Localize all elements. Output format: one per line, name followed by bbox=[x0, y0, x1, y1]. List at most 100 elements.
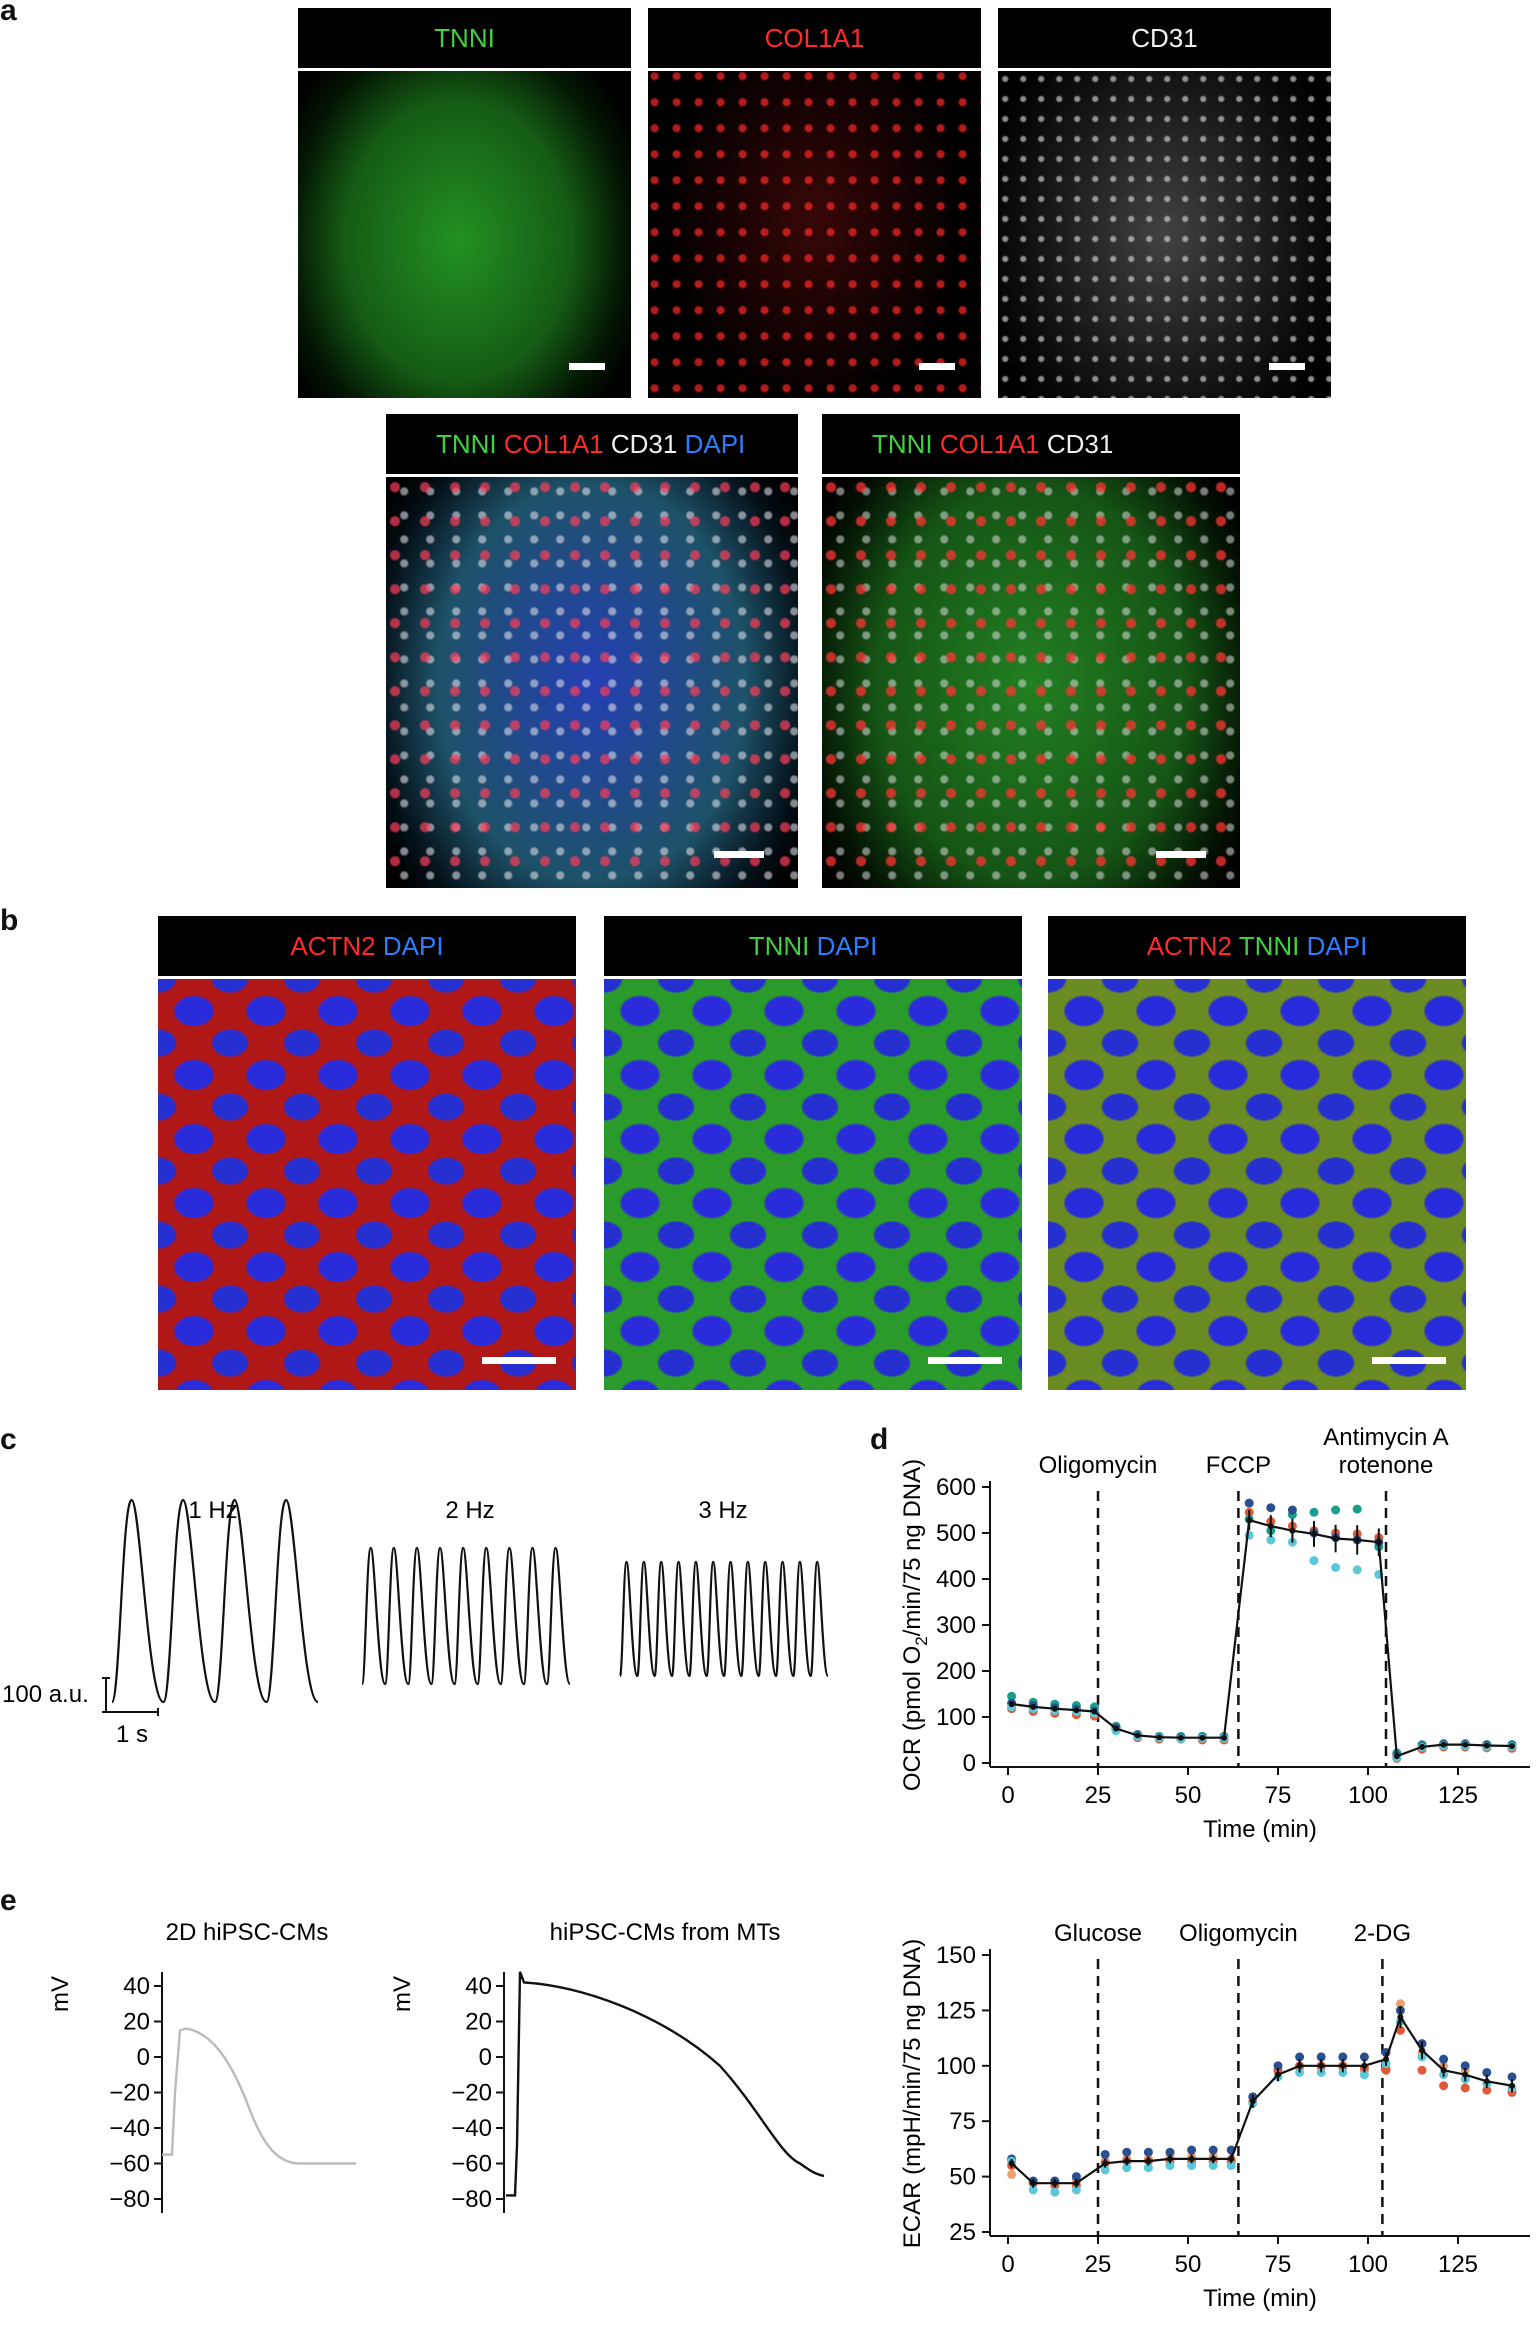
mean-point bbox=[1051, 1705, 1058, 1712]
micrograph-merged-dapi: TNNI COL1A1 CD31 DAPI bbox=[386, 414, 798, 888]
trace-1hz bbox=[110, 1498, 320, 1704]
micrograph-image bbox=[998, 71, 1331, 398]
data-point bbox=[1359, 2052, 1369, 2062]
scale-bar bbox=[1269, 363, 1305, 370]
y-tick-label: −20 bbox=[109, 2080, 150, 2107]
data-point bbox=[1309, 1556, 1319, 1566]
mean-point bbox=[1289, 1527, 1296, 1534]
mean-point bbox=[1332, 1535, 1339, 1542]
mean-point bbox=[1440, 2067, 1447, 2074]
data-point bbox=[1395, 2025, 1405, 2035]
panel-e-traces: 2D hiPSC-CMs hiPSC-CMs from MTs 40 20 0 −20… bbox=[47, 1919, 825, 2213]
x-axis-label: Time (min) bbox=[1203, 2285, 1317, 2312]
micrograph-header: TNNI COL1A1 CD31 DAPI bbox=[386, 414, 798, 477]
data-point bbox=[1359, 2070, 1369, 2080]
mean-point bbox=[1383, 2056, 1389, 2063]
data-point bbox=[1316, 2052, 1326, 2062]
injection-label: rotenone bbox=[1339, 1452, 1434, 1479]
x-tick-label: 100 bbox=[1348, 2251, 1388, 2278]
data-point bbox=[1208, 2161, 1218, 2171]
ap-title-mt: hiPSC-CMs from MTs bbox=[550, 1919, 781, 1946]
mean-point bbox=[1267, 1523, 1274, 1530]
mean-point bbox=[1134, 1732, 1141, 1739]
x-tick-label: 75 bbox=[1265, 2251, 1292, 2278]
micrograph-header: COL1A1 bbox=[648, 8, 981, 71]
data-point bbox=[1007, 2169, 1017, 2179]
injection-label: Oligomycin bbox=[1179, 1920, 1298, 1947]
x-tick-label: 75 bbox=[1265, 1782, 1292, 1809]
trace-label-3hz: 3 Hz bbox=[698, 1497, 747, 1524]
mean-point bbox=[1030, 1703, 1037, 1710]
y-tick-label: 100 bbox=[936, 1704, 976, 1731]
data-point bbox=[1439, 2054, 1449, 2064]
mean-point bbox=[1199, 1734, 1206, 1741]
data-point bbox=[1266, 1503, 1276, 1513]
data-point bbox=[1338, 2052, 1348, 2062]
data-point bbox=[1187, 2161, 1197, 2171]
data-point bbox=[1244, 1498, 1254, 1508]
mean-line bbox=[1011, 1518, 1513, 1758]
micrograph-actn2-dapi: ACTN2 DAPI bbox=[158, 916, 576, 1390]
micrograph-col1a1: COL1A1 bbox=[648, 8, 981, 398]
data-point bbox=[1100, 2149, 1110, 2159]
y-tick-label: −80 bbox=[109, 2186, 150, 2213]
mean-point bbox=[1296, 2062, 1303, 2069]
data-point bbox=[1352, 1565, 1362, 1575]
y-tick-label: 40 bbox=[123, 1973, 150, 2000]
micrograph-image bbox=[822, 477, 1240, 888]
x-tick-label: 50 bbox=[1175, 1782, 1202, 1809]
trace-3hz bbox=[618, 1560, 830, 1678]
y-tick-label: 0 bbox=[137, 2044, 150, 2071]
mean-point bbox=[1073, 2180, 1080, 2187]
y-tick-label: −60 bbox=[109, 2151, 150, 2178]
y-tick-label: 25 bbox=[949, 2219, 976, 2246]
y-tick-label: 125 bbox=[936, 1997, 976, 2024]
data-point bbox=[1122, 2163, 1132, 2173]
y-axis-label: OCR (pmol O2/min/75 ng DNA) bbox=[899, 1459, 931, 1791]
mean-point bbox=[1188, 2155, 1195, 2162]
data-point bbox=[1295, 2052, 1305, 2062]
scale-bar bbox=[714, 851, 764, 858]
injection-label: Oligomycin bbox=[1039, 1452, 1158, 1479]
data-point bbox=[1273, 2061, 1283, 2071]
mean-point bbox=[1318, 2062, 1325, 2069]
data-point bbox=[1381, 2065, 1391, 2075]
y-tick-label: 50 bbox=[949, 2164, 976, 2191]
data-point bbox=[1100, 2165, 1110, 2175]
y-tick-label: 0 bbox=[479, 2044, 492, 2071]
data-point bbox=[1165, 2147, 1175, 2157]
mean-point bbox=[1008, 1701, 1015, 1708]
y-tick-label: 600 bbox=[936, 1474, 976, 1501]
scale-bar bbox=[1156, 851, 1206, 858]
mean-line bbox=[1010, 2014, 1513, 2185]
ocr-chart: 0 100 200 300 400 500 600 0 25 50 75 100 125 Time (mi… bbox=[899, 1425, 1530, 1843]
y-tick-label: 0 bbox=[963, 1750, 976, 1777]
data-point bbox=[1417, 2065, 1427, 2075]
y-tick-label: −40 bbox=[109, 2115, 150, 2142]
x-tick-label: 25 bbox=[1085, 1782, 1112, 1809]
micrograph-header: CD31 bbox=[998, 8, 1331, 71]
x-tick-label: 25 bbox=[1085, 2251, 1112, 2278]
data-point bbox=[1460, 2061, 1470, 2071]
trace-2hz bbox=[360, 1546, 572, 1686]
mean-point bbox=[1091, 1708, 1098, 1715]
micrograph-image bbox=[604, 979, 1022, 1390]
micrograph-tnni-dapi: TNNI DAPI bbox=[604, 916, 1022, 1390]
mean-point bbox=[1008, 2160, 1015, 2167]
micrograph-image bbox=[1048, 979, 1466, 1390]
mean-point bbox=[1440, 1741, 1447, 1748]
mean-point bbox=[1030, 2180, 1037, 2187]
data-point bbox=[1226, 2161, 1236, 2171]
mean-point bbox=[1249, 2098, 1256, 2105]
mean-point bbox=[1509, 1742, 1515, 1749]
mean-point bbox=[1311, 1530, 1317, 1537]
mean-point bbox=[1354, 1536, 1361, 1543]
micrograph-image bbox=[158, 979, 576, 1390]
y-tick-label: −60 bbox=[451, 2151, 492, 2178]
data-point bbox=[1165, 2161, 1175, 2171]
scale-bar bbox=[928, 1357, 1002, 1364]
mean-point bbox=[1210, 2155, 1217, 2162]
mean-point bbox=[1228, 2155, 1235, 2162]
scale-label-x: 1 s bbox=[116, 1721, 148, 1748]
micrograph-cd31: CD31 bbox=[998, 8, 1331, 398]
